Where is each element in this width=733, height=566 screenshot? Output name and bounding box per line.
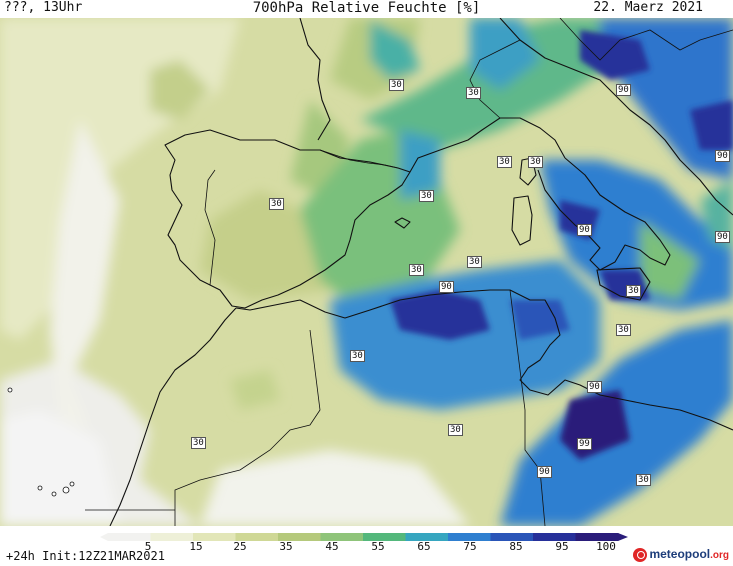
contour-label: 30 (350, 350, 365, 362)
contour-label: 30 (448, 424, 463, 436)
contour-label: 30 (191, 437, 206, 449)
legend-tick: 5 (144, 540, 152, 553)
humidity-map: 30 30 90 90 30 30 30 30 90 90 30 30 90 30 30 30 90 30 30 99… (0, 18, 733, 526)
contour-label: 30 (616, 324, 631, 336)
contour-label: 99 (577, 438, 592, 450)
legend-tick: 15 (189, 540, 203, 553)
contour-label: 90 (715, 150, 730, 162)
border-central-europe (559, 18, 733, 61)
iberia-coast (164, 129, 411, 309)
north-africa-coast (235, 289, 733, 431)
contour-label: 30 (389, 79, 404, 91)
border-pyrenees (319, 149, 399, 169)
legend-swatch (405, 533, 449, 541)
forecast-date: 22. Maerz 2021 (593, 0, 703, 15)
contour-label: 90 (439, 281, 454, 293)
contour-label: 30 (636, 474, 651, 486)
border-morocco-algeria (174, 329, 321, 526)
contour-label: 90 (715, 231, 730, 243)
legend-swatch (150, 533, 194, 541)
contour-label: 30 (466, 87, 481, 99)
legend-tick: 45 (325, 540, 339, 553)
title-bar: ???, 13Uhr 700hPa Relative Feuchte [%] 2… (0, 0, 733, 18)
border-portugal (204, 169, 216, 286)
legend-swatch (320, 533, 364, 541)
contour-label: 30 (409, 264, 424, 276)
legend-swatch (278, 533, 321, 541)
legend-tick: 25 (233, 540, 247, 553)
contour-label: 90 (537, 466, 552, 478)
contour-label: 30 (419, 190, 434, 202)
contour-label: 30 (626, 285, 641, 297)
borders (85, 18, 733, 526)
legend-tick: 65 (417, 540, 431, 553)
legend-swatch (108, 533, 151, 541)
legend-swatch (490, 533, 534, 541)
legend-ticks: 5 15 25 35 45 55 65 75 85 95 100 (100, 540, 630, 554)
legend-swatch (193, 533, 236, 541)
forecast-time: ???, 13Uhr (4, 0, 83, 15)
france-mediterranean-coast (409, 117, 566, 173)
legend-swatch (448, 533, 491, 541)
border-alps (469, 39, 521, 119)
legend-swatch (533, 533, 576, 541)
logo-icon (633, 547, 648, 562)
legend-tick: 55 (371, 540, 385, 553)
legend-tick: 95 (555, 540, 569, 553)
contour-label: 30 (528, 156, 543, 168)
forecast-init: +24h Init:12Z21MAR2021 (6, 549, 165, 563)
legend-swatch (363, 533, 406, 541)
contour-label: 90 (616, 84, 631, 96)
france-atlantic-coast (299, 18, 331, 141)
legend-swatch (235, 533, 279, 541)
contour-label: 30 (497, 156, 512, 168)
meteopool-logo[interactable]: meteopool.org (633, 547, 729, 565)
contour-label: 90 (587, 381, 602, 393)
contour-label: 30 (269, 198, 284, 210)
legend-max-arrow (618, 533, 628, 541)
legend-swatch (575, 533, 619, 541)
color-legend: 5 15 25 35 45 55 65 75 85 95 100 (100, 529, 630, 557)
map-title: 700hPa Relative Feuchte [%] (252, 0, 481, 16)
adriatic-coast (499, 18, 733, 216)
legend-tick: 35 (279, 540, 293, 553)
sardinia (511, 195, 533, 246)
logo-tld: .org (710, 550, 729, 561)
contour-label: 90 (577, 224, 592, 236)
legend-min-arrow (100, 533, 108, 541)
mallorca (394, 217, 411, 229)
legend-color-bar (100, 533, 628, 541)
legend-tick: 85 (509, 540, 523, 553)
logo-text: meteopool (649, 547, 711, 561)
legend-tick: 75 (463, 540, 477, 553)
legend-tick: 100 (596, 540, 616, 553)
coastlines (109, 18, 733, 526)
contour-label: 30 (467, 256, 482, 268)
sicily (596, 267, 651, 301)
moroccan-atlantic-coast (109, 307, 237, 526)
canary-islands (7, 387, 75, 497)
